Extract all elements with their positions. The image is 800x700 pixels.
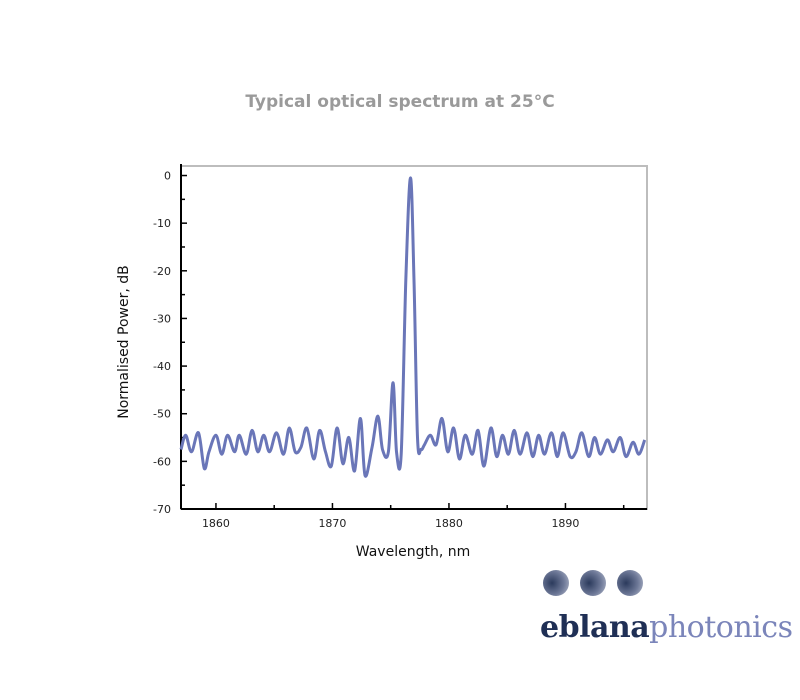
spectrum-series-line [179,176,647,478]
logo-text-secondary: photonics [649,610,793,645]
y-tick-label: -30 [153,312,171,325]
y-tick-label: -20 [153,265,171,278]
chart-title: Typical optical spectrum at 25°C [245,92,555,112]
y-axis-label: Normalised Power, dB [116,265,132,419]
y-tick-label: 0 [164,170,171,183]
x-tick-label: 1860 [202,517,230,530]
y-tick-label: -10 [153,217,171,230]
company-logo: eblanaphotonics [540,610,793,645]
x-tick-label: 1880 [435,517,463,530]
y-tick-label: -50 [153,408,171,421]
logo-dot-icon [543,570,569,596]
logo-dot-icon [617,570,643,596]
x-tick-label: 1870 [318,517,346,530]
logo-dot-icon [580,570,606,596]
x-axis-label: Wavelength, nm [356,544,470,560]
y-tick-label: -70 [153,503,171,516]
logo-text-primary: eblana [540,610,650,645]
y-tick-label: -40 [153,360,171,373]
y-tick-label: -60 [153,455,171,468]
x-tick-label: 1890 [551,517,579,530]
